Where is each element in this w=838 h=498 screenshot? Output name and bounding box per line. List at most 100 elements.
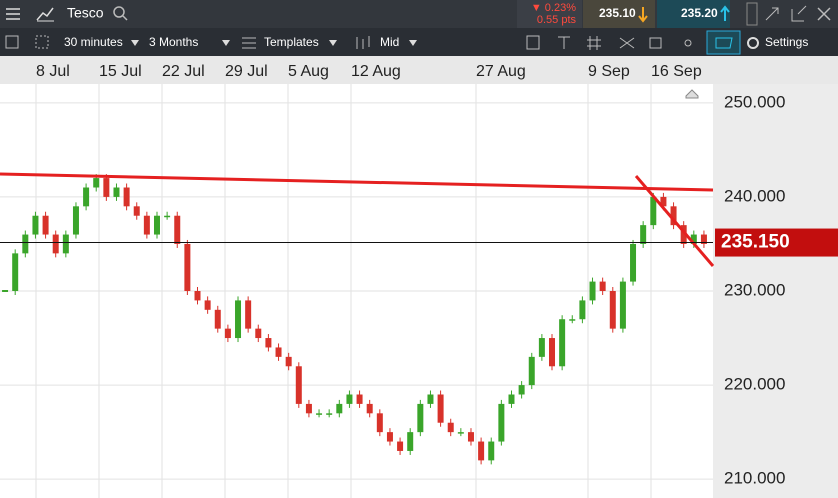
candle xyxy=(619,281,626,329)
candle xyxy=(12,253,19,291)
range-select[interactable]: 3 Months xyxy=(149,35,198,49)
layout-button[interactable] xyxy=(5,35,19,49)
candle xyxy=(164,215,171,218)
dropdown-arrow xyxy=(329,40,337,46)
candle xyxy=(245,300,252,329)
candle xyxy=(285,356,292,367)
y-tick-label: 210.000 xyxy=(724,469,785,488)
candle xyxy=(174,215,181,244)
settings-button[interactable]: Settings xyxy=(765,35,808,49)
candle xyxy=(660,196,667,207)
expand-button[interactable] xyxy=(765,7,779,21)
candle xyxy=(650,196,657,226)
candle xyxy=(224,328,231,339)
price-type-select[interactable]: Mid xyxy=(380,35,399,49)
search-button[interactable] xyxy=(113,6,128,21)
trend-line[interactable] xyxy=(0,172,714,192)
buy-button[interactable] xyxy=(657,0,730,28)
candle xyxy=(295,366,302,404)
candle xyxy=(153,215,160,235)
depth-button[interactable] xyxy=(746,2,758,26)
buy-price: 235.20 xyxy=(681,6,718,20)
x-tick-label: 12 Aug xyxy=(351,63,401,80)
candle xyxy=(528,356,535,386)
candle xyxy=(62,234,69,254)
candle xyxy=(32,215,39,235)
y-tick-label: 230.000 xyxy=(724,280,785,299)
candle xyxy=(275,347,282,357)
candle xyxy=(326,413,333,415)
change-box xyxy=(517,0,582,28)
dropdown-arrow xyxy=(222,40,230,46)
candle xyxy=(83,187,90,207)
candle xyxy=(93,178,100,188)
y-tick-label: 250.000 xyxy=(724,92,785,111)
candle xyxy=(204,300,211,310)
scroll-top-button[interactable] xyxy=(685,89,699,99)
chart-type-button[interactable] xyxy=(36,7,54,21)
y-tick-label: 240.000 xyxy=(724,186,785,205)
candle xyxy=(427,394,434,404)
templates-select[interactable]: Templates xyxy=(264,35,319,49)
candle xyxy=(589,281,596,301)
candle xyxy=(265,338,272,348)
toolbar-secondary xyxy=(0,28,838,56)
dropdown-arrow xyxy=(131,40,139,46)
candle xyxy=(133,206,140,216)
layout-button-2[interactable] xyxy=(35,35,49,49)
x-tick-label: 29 Jul xyxy=(225,63,268,80)
candle xyxy=(305,403,312,414)
candle xyxy=(680,225,687,244)
x-tick-label: 15 Jul xyxy=(99,63,142,80)
candle xyxy=(22,234,29,254)
candle xyxy=(690,234,697,244)
x-tick-label: 16 Sep xyxy=(651,63,702,80)
change-pts: 0.55 pts xyxy=(537,14,577,26)
popout-button[interactable] xyxy=(791,5,807,22)
settings-icon xyxy=(747,37,759,49)
candle xyxy=(103,178,110,197)
x-tick-label: 8 Jul xyxy=(36,63,70,80)
trend-line[interactable] xyxy=(634,175,715,267)
interval-select[interactable]: 30 minutes xyxy=(64,35,123,49)
candle xyxy=(143,215,150,235)
candle xyxy=(700,234,707,244)
candle xyxy=(194,291,201,301)
x-tick-label: 5 Aug xyxy=(288,63,329,80)
price-type-icon xyxy=(356,36,370,49)
candle xyxy=(467,432,474,442)
candle xyxy=(417,403,424,433)
candle xyxy=(336,403,343,414)
candle xyxy=(356,394,363,404)
candle xyxy=(113,187,120,197)
candle xyxy=(437,394,444,423)
price-axis xyxy=(713,84,838,498)
candle xyxy=(52,234,59,254)
candle xyxy=(397,441,404,451)
close-button[interactable] xyxy=(817,7,831,21)
candle xyxy=(478,441,485,461)
instrument[interactable]: Tesco xyxy=(67,5,104,21)
candle xyxy=(508,394,515,404)
active-tool-icon xyxy=(715,37,733,49)
candle xyxy=(316,413,323,415)
sell-arrow xyxy=(638,7,648,23)
current-price-label: 235.150 xyxy=(721,232,790,253)
candle xyxy=(498,403,505,442)
candle xyxy=(346,394,353,404)
candle xyxy=(670,206,677,226)
active-tool[interactable] xyxy=(706,30,741,55)
templates-icon xyxy=(242,37,256,49)
menu-button[interactable] xyxy=(6,8,20,20)
candle xyxy=(488,441,495,461)
candle xyxy=(457,432,464,434)
current-price-box xyxy=(715,228,838,257)
candle xyxy=(407,432,414,451)
candle xyxy=(518,385,525,395)
sell-price: 235.10 xyxy=(599,6,636,20)
candle xyxy=(599,281,606,291)
drawing-tools[interactable] xyxy=(526,35,692,50)
candle xyxy=(386,432,393,442)
candle xyxy=(214,309,221,329)
